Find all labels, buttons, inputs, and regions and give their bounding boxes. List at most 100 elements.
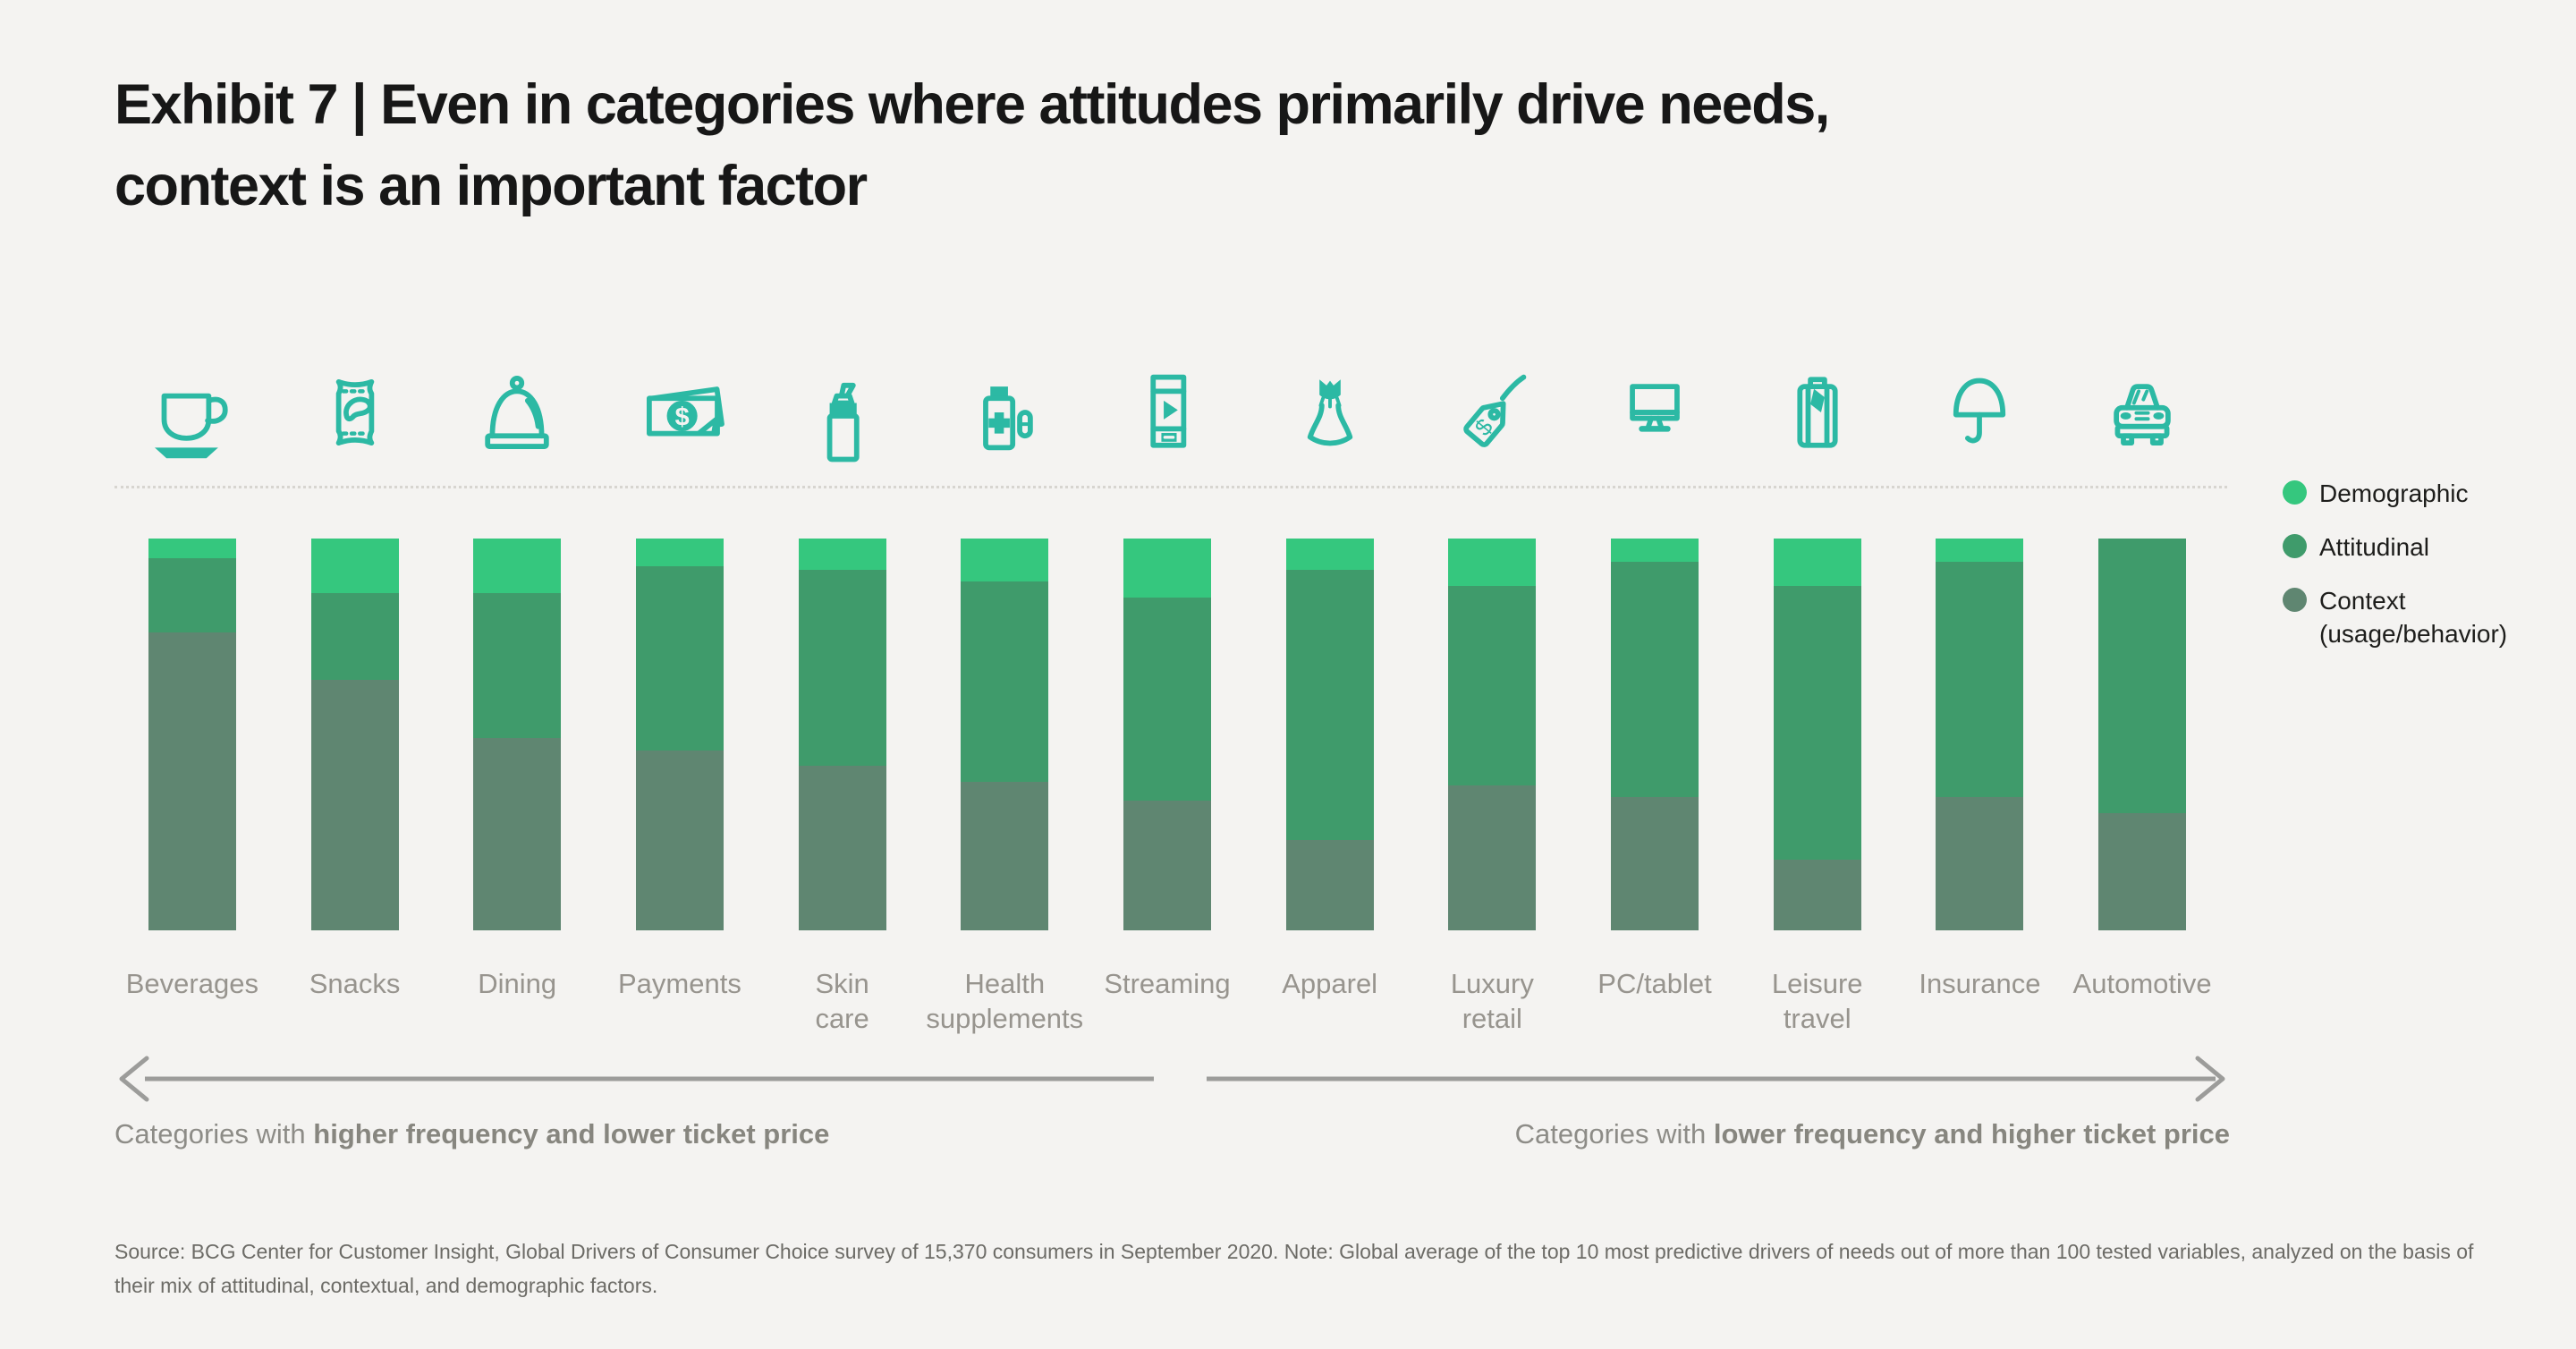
bar-cell-luxury-retail — [1411, 539, 1574, 930]
stacked-bar-beverages — [148, 539, 236, 930]
legend-item-demographic: Demographic — [2283, 477, 2507, 510]
segment-attitudinal-luxury-retail — [1448, 585, 1537, 785]
segment-demographic-skin-care — [798, 539, 886, 571]
source-note: Source: BCG Center for Customer Insight,… — [114, 1240, 2474, 1297]
icon-cell-snacks — [274, 356, 436, 469]
monitor-icon — [1598, 356, 1711, 469]
stacked-bar-leisure-travel — [1773, 539, 1861, 930]
segment-context-luxury-retail — [1448, 785, 1537, 930]
segment-context-insurance — [1936, 797, 2024, 930]
icon-cell-apparel — [1249, 356, 1411, 469]
segment-attitudinal-payments — [635, 565, 724, 751]
segment-demographic-insurance — [1936, 539, 2024, 563]
exhibit-title-line2: context is an important factor — [114, 155, 868, 217]
food-cloche-icon — [461, 356, 573, 469]
segment-context-snacks — [310, 679, 399, 930]
stacked-bar-luxury-retail — [1448, 539, 1537, 930]
dress-icon — [1274, 356, 1386, 469]
icon-cell-leisure-travel — [1736, 356, 1899, 469]
icon-cell-insurance — [1899, 356, 2062, 469]
label-cell-pc-tablet: PC/tablet — [1573, 966, 1736, 1036]
phone-play-icon — [1111, 356, 1224, 469]
icon-cell-automotive — [2061, 356, 2224, 469]
label-cell-luxury-retail: Luxury retail — [1411, 966, 1574, 1036]
label-cell-snacks: Snacks — [274, 966, 436, 1036]
segment-demographic-apparel — [1285, 539, 1374, 571]
stacked-bar-payments — [635, 539, 724, 930]
category-label-beverages: Beverages — [125, 968, 258, 999]
category-label-luxury-retail: Luxury retail — [1450, 968, 1534, 1034]
icon-cell-payments — [598, 356, 761, 469]
segment-context-beverages — [148, 632, 236, 930]
car-front-icon — [2086, 356, 2199, 469]
icon-cell-streaming — [1086, 356, 1249, 469]
label-cell-beverages: Beverages — [111, 966, 274, 1036]
legend-label: Attitudinal — [2319, 533, 2429, 561]
segment-demographic-leisure-travel — [1773, 539, 1861, 586]
segment-context-payments — [635, 750, 724, 930]
bar-cell-beverages — [111, 539, 274, 930]
segment-demographic-pc-tablet — [1611, 539, 1699, 563]
category-label-skin-care: Skin care — [815, 968, 869, 1034]
banknotes-icon — [623, 356, 736, 469]
category-label-payments: Payments — [617, 968, 741, 999]
segment-attitudinal-leisure-travel — [1773, 585, 1861, 861]
label-cell-payments: Payments — [598, 966, 761, 1036]
segment-attitudinal-skin-care — [798, 570, 886, 767]
bar-cell-pc-tablet — [1573, 539, 1736, 930]
category-label-apparel: Apparel — [1282, 968, 1378, 999]
bar-cell-insurance — [1899, 539, 2062, 930]
bar-cell-streaming — [1086, 539, 1249, 930]
segment-attitudinal-apparel — [1285, 570, 1374, 841]
exhibit-title: Exhibit 7 | Even in categories where att… — [114, 64, 1830, 227]
segment-context-skin-care — [798, 766, 886, 930]
label-cell-health-supplements: Health supplements — [923, 966, 1086, 1036]
label-cell-skin-care: Skin care — [761, 966, 924, 1036]
right-axis-caption: Categories with lower frequency and high… — [1203, 1118, 2230, 1150]
label-cell-automotive: Automotive — [2061, 966, 2224, 1036]
right-caption-prefix: Categories with — [1514, 1118, 1714, 1150]
icon-cell-luxury-retail — [1411, 356, 1574, 469]
segment-attitudinal-pc-tablet — [1611, 562, 1699, 798]
stacked-bar-snacks — [310, 539, 399, 930]
stacked-bar-pc-tablet — [1611, 539, 1699, 930]
stacked-bar-chart — [111, 539, 2224, 930]
stacked-bar-skin-care — [798, 539, 886, 930]
segment-attitudinal-snacks — [310, 593, 399, 680]
bar-cell-apparel — [1249, 539, 1411, 930]
left-caption-prefix: Categories with — [114, 1118, 314, 1150]
legend-dot — [2283, 534, 2307, 558]
icon-cell-skin-care — [761, 356, 924, 469]
bar-cell-snacks — [274, 539, 436, 930]
bar-cell-health-supplements — [923, 539, 1086, 930]
bar-cell-leisure-travel — [1736, 539, 1899, 930]
segment-demographic-luxury-retail — [1448, 539, 1537, 586]
segment-context-health-supplements — [961, 781, 1049, 930]
category-icons-row — [111, 356, 2224, 469]
coffee-cup-icon — [136, 356, 249, 469]
segment-context-apparel — [1285, 840, 1374, 930]
icon-cell-pc-tablet — [1573, 356, 1736, 469]
legend-item-attitudinal: Attitudinal — [2283, 530, 2507, 564]
stacked-bar-dining — [473, 539, 562, 930]
left-caption-bold: higher frequency and lower ticket price — [313, 1118, 830, 1150]
legend-item-context: Context (usage/behavior) — [2283, 584, 2507, 650]
category-label-dining: Dining — [478, 968, 557, 999]
segment-demographic-snacks — [310, 539, 399, 594]
segment-attitudinal-streaming — [1123, 597, 1211, 802]
umbrella-icon — [1923, 356, 2036, 469]
category-labels-row: Beverages Snacks Dining Payments Skin care He… — [111, 966, 2224, 1036]
label-cell-streaming: Streaming — [1086, 966, 1249, 1036]
segment-attitudinal-dining — [473, 593, 562, 739]
icon-cell-beverages — [111, 356, 274, 469]
segment-context-dining — [473, 738, 562, 930]
pump-bottle-icon — [786, 356, 899, 469]
segment-demographic-payments — [635, 539, 724, 566]
snack-bag-icon — [299, 356, 411, 469]
bar-cell-automotive — [2061, 539, 2224, 930]
right-arrow — [1207, 1056, 2225, 1102]
bar-cell-skin-care — [761, 539, 924, 930]
icon-cell-health-supplements — [923, 356, 1086, 469]
segment-context-leisure-travel — [1773, 860, 1861, 930]
segment-attitudinal-beverages — [148, 557, 236, 633]
